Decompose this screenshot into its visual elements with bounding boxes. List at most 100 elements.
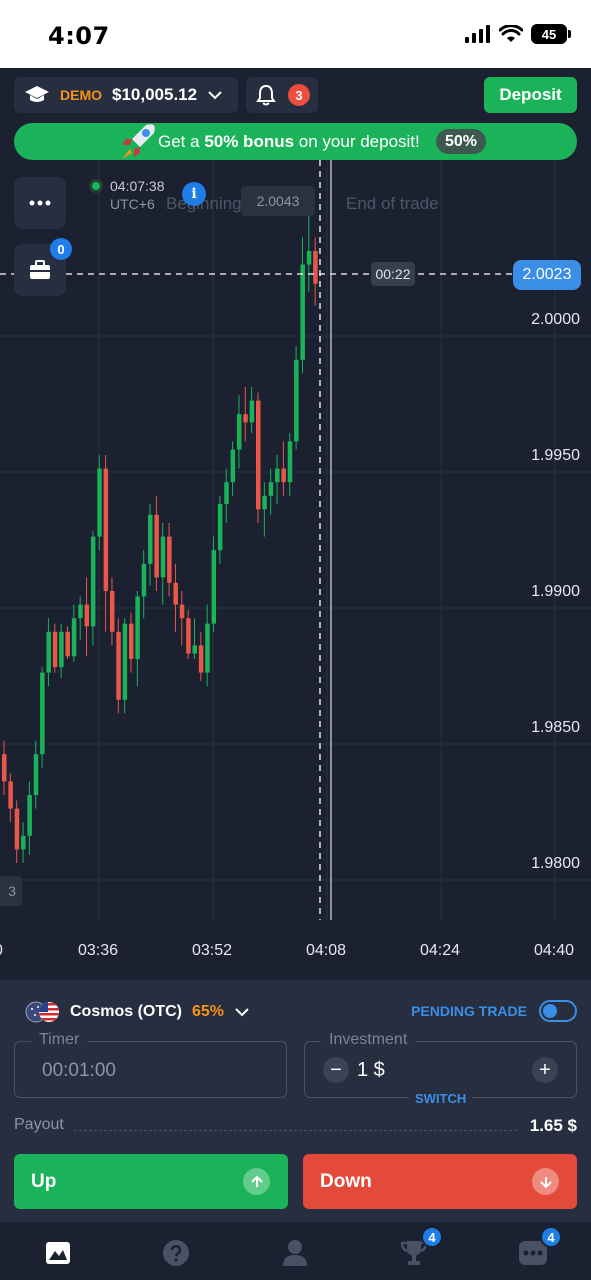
timer-field[interactable]: Timer 00:01:00 — [14, 1031, 287, 1098]
battery-icon: 45 — [531, 24, 571, 44]
arrow-up-icon — [243, 1168, 270, 1195]
candle-up — [46, 631, 51, 673]
nav-help[interactable] — [159, 1236, 193, 1270]
up-button[interactable]: Up — [14, 1154, 288, 1209]
candle-down — [154, 514, 159, 578]
graduation-cap-icon — [25, 86, 49, 102]
candle-up — [135, 596, 140, 659]
nav-profile[interactable] — [278, 1236, 312, 1270]
more-options-button[interactable] — [14, 177, 66, 229]
y-tick-label: 1.9900 — [531, 583, 580, 600]
candle-down — [129, 623, 134, 659]
bonus-banner[interactable]: Get a 50% bonus on your deposit! 50% — [14, 123, 577, 160]
user-icon — [283, 1240, 307, 1266]
info-icon[interactable]: i — [182, 182, 206, 206]
candle-down — [313, 251, 318, 284]
candle-down — [109, 591, 115, 632]
x-tick-label: 03:36 — [78, 942, 119, 959]
candlestick-chart — [0, 160, 591, 920]
left-edge-price-tag: 3 — [0, 876, 22, 906]
cellular-signal-icon — [465, 25, 490, 43]
asset-selector[interactable]: Cosmos (OTC) 65% — [24, 1000, 250, 1024]
y-tick-label: 1.9850 — [531, 719, 580, 736]
y-tick-label: 1.9800 — [531, 855, 580, 872]
candle-up — [90, 536, 96, 627]
status-bar: 4:07 45 — [0, 0, 591, 68]
candle-down — [116, 631, 121, 700]
x-tick-label: 04:24 — [420, 942, 461, 959]
candle-up — [306, 251, 312, 265]
deposit-button[interactable]: Deposit — [484, 77, 577, 113]
candle-down — [167, 536, 172, 583]
candle-up — [122, 623, 128, 700]
top-bar: DEMO $10,005.12 3 Deposit — [0, 68, 591, 122]
candle-up — [249, 400, 255, 423]
chart-clock: 04:07:38 UTC+6 — [110, 178, 165, 212]
candle-up — [287, 441, 293, 483]
candle-up — [160, 536, 166, 578]
flag-icon — [25, 1001, 59, 1023]
candle-up — [236, 414, 242, 450]
candle-down — [14, 808, 20, 850]
candle-down — [103, 468, 109, 591]
briefcase-icon — [30, 260, 50, 279]
candle-down — [84, 604, 90, 627]
candle-up — [217, 503, 223, 551]
pending-trade-label: PENDING TRADE — [411, 1003, 527, 1019]
timer-label: Timer — [31, 1031, 88, 1049]
down-button-label: Down — [320, 1170, 372, 1192]
candle-down — [65, 631, 70, 657]
payout-value: 1.65 $ — [529, 1116, 577, 1135]
candle-up — [262, 495, 267, 510]
candle-up — [275, 468, 280, 483]
trade-panel: Cosmos (OTC) 65% PENDING TRADE Timer 00:… — [0, 980, 591, 1222]
candle-up — [141, 563, 147, 597]
candle-up — [268, 482, 274, 496]
current-price-tag: 2.0023 — [513, 260, 581, 290]
y-tick-label: 1.9950 — [531, 447, 580, 464]
candle-up — [78, 604, 83, 619]
x-tick-label: 04:40 — [534, 942, 575, 959]
switch-button[interactable]: SWITCH — [409, 1091, 473, 1106]
x-tick-label: 04:08 — [306, 942, 347, 959]
end-of-trade-label: End of trade — [346, 194, 439, 213]
candle-up — [59, 631, 64, 668]
candle-down — [173, 582, 178, 605]
decrease-investment-button[interactable]: − — [323, 1057, 349, 1083]
payout-row: Payout 1.65 $ — [14, 1114, 577, 1136]
candle-up — [300, 264, 305, 360]
arrow-down-icon — [532, 1168, 559, 1195]
timer-value: 00:01:00 — [42, 1060, 116, 1081]
nav-tournaments[interactable]: 4 — [397, 1226, 443, 1270]
status-time: 4:07 — [48, 22, 110, 50]
investment-value: 1 $ — [357, 1059, 385, 1081]
chart-image-icon — [46, 1242, 70, 1264]
asset-payout-percent: 65% — [192, 1003, 225, 1020]
candle-up — [97, 468, 102, 537]
x-tick-label: 03:52 — [192, 942, 233, 959]
nav-more[interactable]: 4 — [516, 1226, 562, 1270]
down-button[interactable]: Down — [303, 1154, 577, 1209]
tournaments-badge: 4 — [421, 1226, 443, 1248]
candle-up — [205, 623, 210, 673]
candle-up — [27, 795, 32, 836]
pending-trade-toggle[interactable] — [539, 1000, 577, 1022]
account-selector[interactable]: DEMO $10,005.12 — [14, 77, 238, 113]
notifications-button[interactable]: 3 — [246, 77, 318, 113]
chevron-down-icon — [208, 91, 222, 100]
price-chart[interactable]: 0 04:07:38 UTC+6 Beginning of trade 2.00… — [0, 160, 591, 980]
increase-investment-button[interactable]: + — [532, 1057, 558, 1083]
question-circle-icon — [163, 1240, 189, 1266]
candle-down — [281, 468, 286, 483]
y-tick-label: 2.0000 — [531, 311, 580, 328]
investment-label: Investment — [321, 1031, 416, 1049]
notifications-badge: 3 — [288, 84, 310, 106]
countdown-tag: 00:22 — [371, 262, 415, 286]
ellipsis-icon — [29, 200, 51, 206]
live-indicator-dot — [92, 182, 100, 190]
portfolio-button[interactable]: 0 — [14, 238, 72, 296]
candle-up — [224, 482, 229, 504]
candle-up — [192, 645, 197, 654]
nav-trade[interactable] — [41, 1236, 75, 1270]
investment-field[interactable]: Investment − 1 $ + SWITCH — [304, 1031, 577, 1106]
